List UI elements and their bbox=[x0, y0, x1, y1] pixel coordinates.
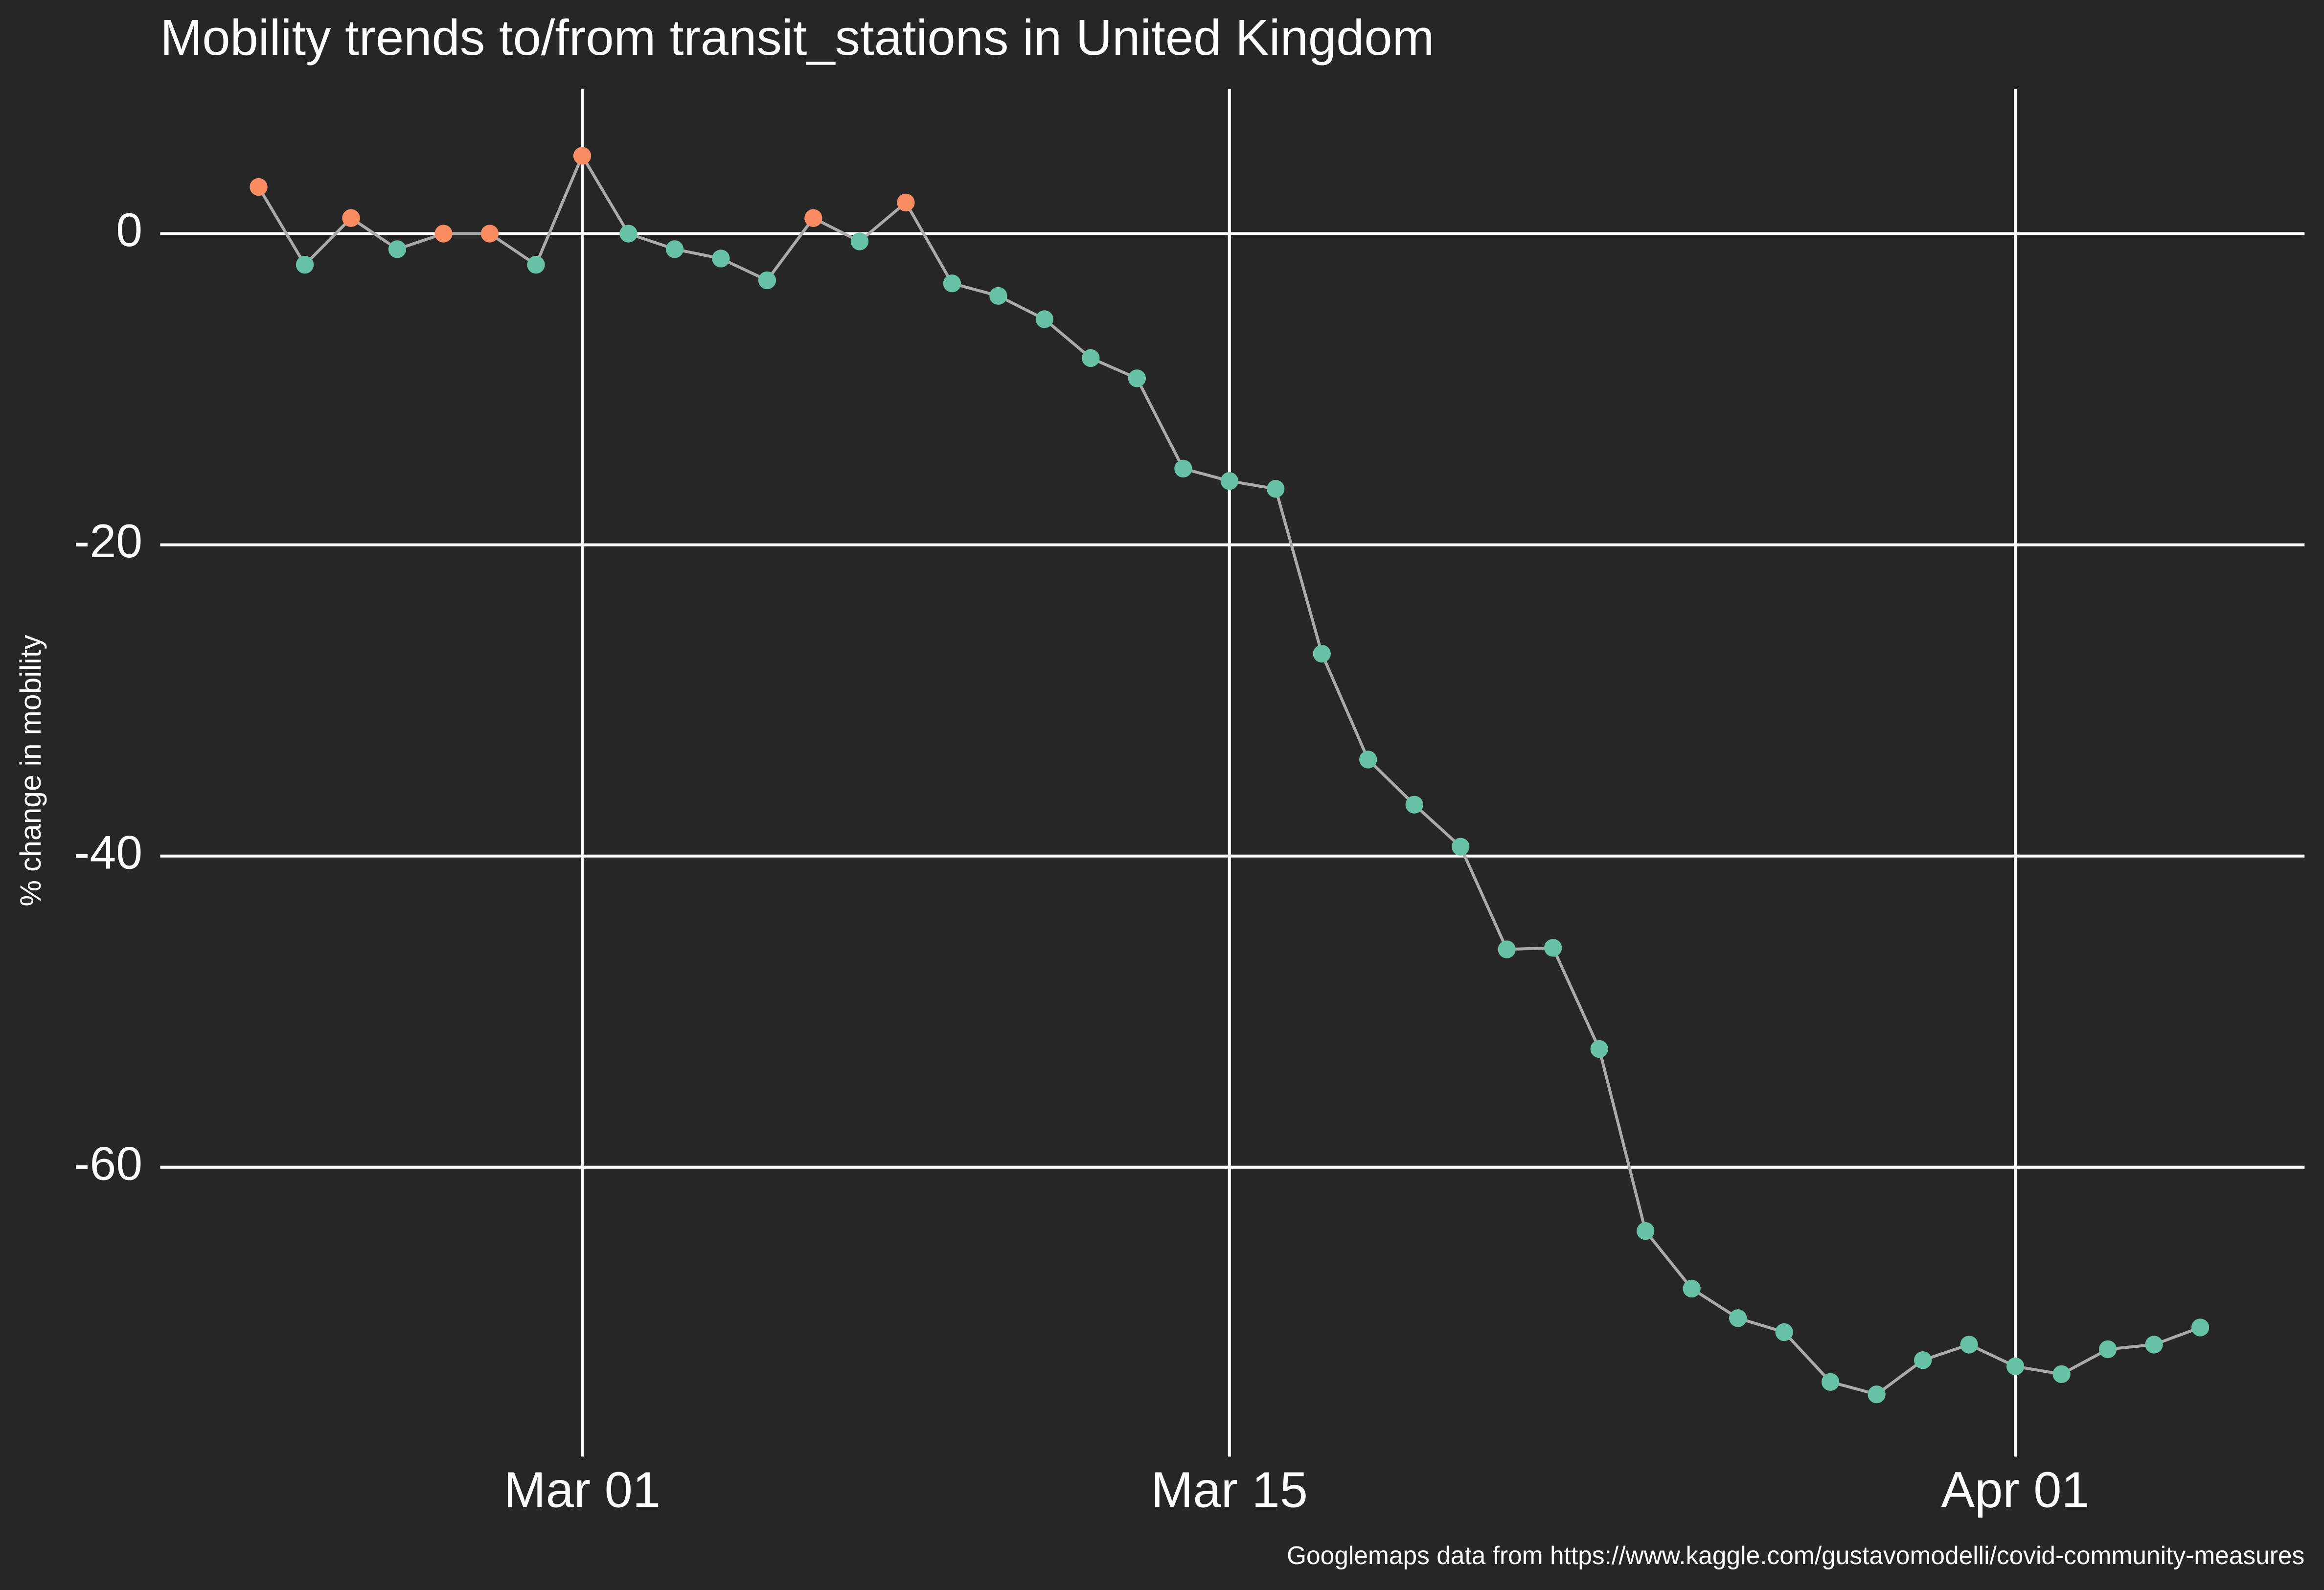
x-tick-label: Mar 15 bbox=[1151, 1461, 1308, 1518]
x-tick-label: Mar 01 bbox=[504, 1461, 661, 1518]
data-point bbox=[388, 240, 407, 258]
data-point bbox=[1359, 750, 1377, 769]
data-point bbox=[527, 255, 545, 274]
data-point bbox=[1267, 479, 1285, 498]
data-point bbox=[342, 209, 360, 227]
data-point bbox=[2191, 1318, 2210, 1337]
data-point bbox=[758, 271, 776, 290]
data-point bbox=[1590, 1040, 1608, 1058]
data-point bbox=[989, 287, 1007, 305]
data-point bbox=[250, 178, 268, 196]
data-point bbox=[1683, 1279, 1701, 1298]
data-point bbox=[804, 209, 822, 227]
data-point bbox=[2098, 1340, 2117, 1359]
data-point bbox=[619, 225, 638, 243]
data-point bbox=[573, 147, 592, 165]
y-axis-label: % change in mobility bbox=[14, 635, 47, 907]
data-point bbox=[1220, 472, 1238, 490]
chart-title: Mobility trends to/from transit_stations… bbox=[160, 9, 1434, 66]
data-point bbox=[897, 193, 915, 212]
data-point bbox=[2052, 1365, 2071, 1384]
data-point bbox=[943, 274, 961, 293]
y-tick-label: 0 bbox=[116, 203, 142, 256]
data-point bbox=[480, 225, 499, 243]
data-point bbox=[2006, 1357, 2025, 1376]
data-point bbox=[1821, 1373, 1840, 1391]
data-point bbox=[1405, 795, 1423, 814]
data-point bbox=[1637, 1222, 1655, 1240]
data-point bbox=[1729, 1309, 1747, 1327]
data-point bbox=[1174, 459, 1192, 477]
data-point bbox=[1498, 940, 1516, 958]
data-point bbox=[712, 250, 730, 268]
data-point bbox=[1544, 939, 1562, 957]
data-point bbox=[1082, 349, 1100, 367]
y-tick-label: -40 bbox=[74, 825, 142, 879]
data-point bbox=[296, 255, 314, 274]
data-point bbox=[665, 240, 684, 258]
caption: Googlemaps data from https://www.kaggle.… bbox=[1287, 1541, 2304, 1569]
data-point bbox=[1775, 1323, 1793, 1341]
data-point bbox=[1128, 369, 1146, 387]
data-point bbox=[2145, 1336, 2163, 1354]
data-point bbox=[434, 225, 453, 243]
y-tick-label: -60 bbox=[74, 1136, 142, 1190]
data-point bbox=[1035, 310, 1054, 328]
x-tick-label: Apr 01 bbox=[1941, 1461, 2089, 1518]
data-point bbox=[1960, 1336, 1978, 1354]
data-point bbox=[850, 232, 869, 250]
data-point bbox=[1313, 645, 1331, 663]
data-point bbox=[1868, 1386, 1886, 1404]
data-point bbox=[1452, 838, 1470, 856]
y-tick-label: -20 bbox=[74, 514, 142, 568]
data-point bbox=[1914, 1351, 1932, 1369]
